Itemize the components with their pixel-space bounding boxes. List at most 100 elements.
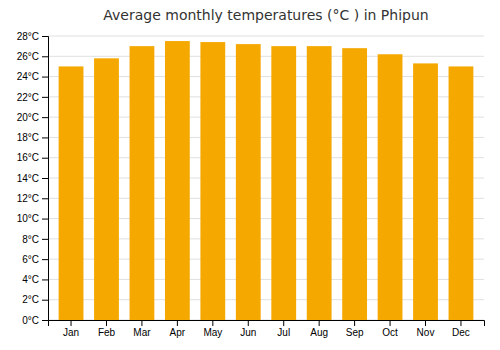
tick-mark	[460, 320, 461, 326]
y-tick-label: 20°C	[17, 112, 39, 123]
tick-mark	[319, 320, 320, 326]
x-tick-label: Dec	[452, 327, 470, 338]
tick-mark	[425, 320, 426, 326]
y-tick-label: 4°C	[22, 274, 39, 285]
tick-mark	[42, 259, 48, 260]
tick-mark	[42, 77, 48, 78]
x-tick: Oct	[382, 320, 398, 338]
y-tick: 24°C	[17, 71, 48, 82]
tick-mark	[42, 320, 48, 321]
y-tick: 26°C	[17, 51, 48, 62]
y-tick-label: 2°C	[22, 294, 39, 305]
x-tick: Feb	[98, 320, 116, 338]
tick-mark	[42, 198, 48, 199]
bar	[378, 54, 403, 320]
bar	[165, 41, 190, 320]
tick-mark	[177, 320, 178, 326]
grid-line	[48, 36, 484, 37]
y-tick: 28°C	[17, 31, 48, 42]
tick-mark	[354, 320, 355, 326]
x-tick-label: Sep	[346, 327, 364, 338]
tick-mark	[212, 320, 213, 326]
x-tick-label: Feb	[98, 327, 116, 338]
x-tick: Jan	[63, 320, 79, 338]
tick-mark	[42, 158, 48, 159]
x-tick: Mar	[133, 320, 151, 338]
y-tick-label: 28°C	[17, 31, 39, 42]
y-tick: 0°C	[22, 315, 48, 326]
x-tick: Sep	[346, 320, 364, 338]
y-axis: 0°C 2°C 4°C 6°C 8°C 10°C 12°C 14°C 16°C 18°C 20°C 2…	[17, 31, 49, 326]
y-tick-label: 8°C	[22, 234, 39, 245]
y-tick: 16°C	[17, 152, 48, 163]
y-tick: 22°C	[17, 92, 48, 103]
tick-mark	[42, 219, 48, 220]
bar	[236, 44, 261, 320]
x-tick-label: Apr	[170, 327, 186, 338]
y-tick: 12°C	[17, 193, 48, 204]
x-tick-label: Jun	[240, 327, 256, 338]
grid	[48, 36, 484, 320]
tick-mark	[42, 137, 48, 138]
y-tick: 6°C	[22, 254, 48, 265]
y-tick-label: 14°C	[17, 173, 39, 184]
y-tick-label: 24°C	[17, 71, 39, 82]
x-tick: Jul	[277, 320, 290, 338]
bar	[342, 48, 367, 320]
y-tick: 10°C	[17, 213, 48, 224]
plot: Jan Feb Mar Apr May Jun Jul Aug Sep Oct Nov Dec 0°C 2…	[17, 31, 485, 338]
y-tick-label: 26°C	[17, 51, 39, 62]
bar	[271, 46, 296, 320]
y-tick-label: 6°C	[22, 254, 39, 265]
y-tick: 8°C	[22, 234, 48, 245]
tick-mark	[42, 178, 48, 179]
bar	[94, 58, 119, 320]
tick-mark	[42, 239, 48, 240]
chart: Jan Feb Mar Apr May Jun Jul Aug Sep Oct Nov Dec 0°C 2…	[0, 0, 500, 350]
tick-mark	[248, 320, 249, 326]
bar	[59, 66, 84, 320]
x-tick: Apr	[170, 320, 186, 338]
x-tick: Jun	[240, 320, 256, 338]
tick-mark	[106, 320, 107, 326]
bar	[449, 66, 474, 320]
x-tick: Dec	[452, 320, 470, 338]
tick-mark	[141, 320, 142, 326]
x-tick-label: Mar	[133, 327, 151, 338]
tick-mark	[390, 320, 391, 326]
bar	[307, 46, 332, 320]
bar	[200, 42, 225, 320]
x-tick: May	[203, 320, 222, 338]
x-axis: Jan Feb Mar Apr May Jun Jul Aug Sep Oct Nov Dec	[49, 320, 485, 338]
x-tick-label: Oct	[382, 327, 398, 338]
y-tick-label: 16°C	[17, 152, 39, 163]
y-tick: 14°C	[17, 173, 48, 184]
y-tick-label: 18°C	[17, 132, 39, 143]
y-tick: 18°C	[17, 132, 48, 143]
y-tick-label: 0°C	[22, 315, 39, 326]
y-tick: 2°C	[22, 294, 48, 305]
tick-mark	[42, 36, 48, 37]
axis-line	[42, 37, 49, 321]
bar	[130, 46, 155, 320]
tick-mark	[42, 56, 48, 57]
tick-mark	[42, 97, 48, 98]
x-tick: Aug	[310, 320, 328, 338]
x-tick-label: Nov	[417, 327, 435, 338]
x-tick-label: Jan	[63, 327, 79, 338]
y-tick-label: 22°C	[17, 92, 39, 103]
tick-mark	[42, 300, 48, 301]
bars	[59, 41, 474, 320]
y-tick-label: 12°C	[17, 193, 39, 204]
x-tick: Nov	[417, 320, 435, 338]
x-tick-label: Jul	[277, 327, 290, 338]
x-tick-label: May	[203, 327, 222, 338]
y-tick: 20°C	[17, 112, 48, 123]
tick-mark	[42, 117, 48, 118]
x-tick-label: Aug	[310, 327, 328, 338]
bar	[413, 63, 438, 320]
tick-mark	[283, 320, 284, 326]
y-tick: 4°C	[22, 274, 48, 285]
grid-line	[48, 56, 484, 57]
y-tick-label: 10°C	[17, 213, 39, 224]
